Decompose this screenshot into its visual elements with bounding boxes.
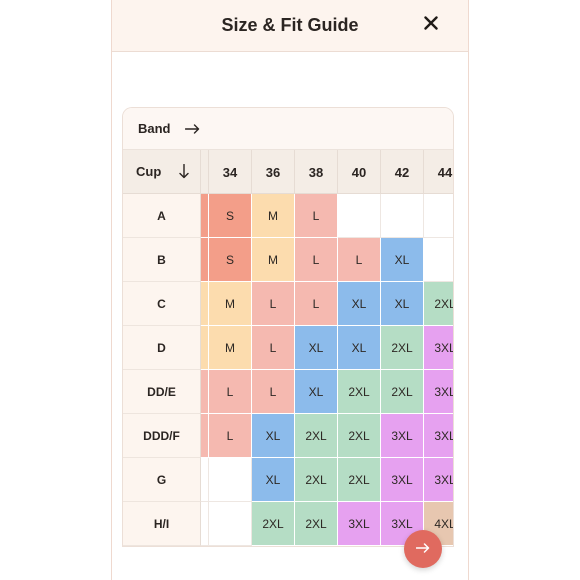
size-cell-stub: [201, 194, 209, 238]
arrow-right-icon: [415, 540, 430, 558]
size-cell-stub: [201, 326, 209, 370]
size-cell-stub: [201, 370, 209, 414]
size-cell: [209, 502, 252, 546]
cup-size-label: A: [123, 194, 201, 238]
size-cell[interactable]: XL: [295, 326, 338, 370]
size-chart-table: Band Cup 34 36 38 40 42 44 A B C D DD/E DDD/F G H/I …: [122, 107, 454, 547]
band-header-stub: [201, 150, 209, 194]
size-cell[interactable]: 2XL: [338, 370, 381, 414]
cup-size-label: C: [123, 282, 201, 326]
close-icon: [424, 15, 438, 35]
cup-size-column: A B C D DD/E DDD/F G H/I: [123, 194, 201, 546]
size-cell[interactable]: XL: [338, 326, 381, 370]
size-fit-modal: Size & Fit Guide Band Cup 34 36 38 40 42 44 A…: [111, 0, 469, 580]
size-cell[interactable]: 3XL: [338, 502, 381, 546]
size-cell[interactable]: 3XL: [381, 458, 424, 502]
size-cell[interactable]: 3XL: [424, 326, 453, 370]
cup-label: Cup: [136, 164, 162, 179]
size-cell[interactable]: 2XL: [295, 414, 338, 458]
size-cell[interactable]: 2XL: [424, 282, 453, 326]
size-cell[interactable]: 2XL: [295, 458, 338, 502]
size-cell: [424, 194, 453, 238]
size-cell[interactable]: 3XL: [381, 414, 424, 458]
size-cell[interactable]: L: [252, 282, 295, 326]
size-cell[interactable]: L: [252, 326, 295, 370]
arrow-down-icon: [179, 164, 189, 179]
size-cell[interactable]: 3XL: [424, 370, 453, 414]
band-size-36: 36: [252, 150, 295, 194]
size-cell[interactable]: XL: [381, 238, 424, 282]
cup-size-label: B: [123, 238, 201, 282]
cup-size-label: DD/E: [123, 370, 201, 414]
size-cell[interactable]: S: [209, 194, 252, 238]
size-cell[interactable]: XL: [295, 370, 338, 414]
band-size-44: 44: [424, 150, 453, 194]
size-cell[interactable]: L: [295, 282, 338, 326]
size-cell: [338, 194, 381, 238]
size-cell-stub: [201, 282, 209, 326]
cup-header: Cup: [123, 150, 201, 194]
band-label: Band: [138, 121, 171, 136]
size-grid[interactable]: S M L S M L L XL M L L XL XL 2XL M L XL XL 2XL 3XL L L XL 2XL 2X…: [201, 194, 453, 546]
size-cell[interactable]: 2XL: [381, 326, 424, 370]
size-cell-stub: [201, 238, 209, 282]
size-cell[interactable]: 3XL: [381, 502, 424, 546]
size-cell[interactable]: 2XL: [338, 458, 381, 502]
size-cell[interactable]: L: [209, 370, 252, 414]
size-cell[interactable]: M: [209, 282, 252, 326]
size-cell[interactable]: S: [209, 238, 252, 282]
modal-title: Size & Fit Guide: [221, 15, 359, 35]
size-cell[interactable]: M: [252, 238, 295, 282]
band-size-38: 38: [295, 150, 338, 194]
cup-size-label: H/I: [123, 502, 201, 546]
scroll-right-button[interactable]: [404, 530, 442, 568]
size-cell[interactable]: 2XL: [338, 414, 381, 458]
size-cell[interactable]: M: [252, 194, 295, 238]
cup-size-label: D: [123, 326, 201, 370]
size-cell: [381, 194, 424, 238]
size-cell[interactable]: 3XL: [424, 458, 453, 502]
band-size-42: 42: [381, 150, 424, 194]
size-cell[interactable]: XL: [252, 458, 295, 502]
size-cell[interactable]: 2XL: [252, 502, 295, 546]
cup-size-label: G: [123, 458, 201, 502]
size-cell[interactable]: 2XL: [295, 502, 338, 546]
size-cell[interactable]: L: [295, 238, 338, 282]
size-cell-stub: [201, 502, 209, 546]
size-cell: [424, 238, 453, 282]
size-cell[interactable]: 2XL: [381, 370, 424, 414]
size-cell[interactable]: L: [338, 238, 381, 282]
size-cell[interactable]: L: [295, 194, 338, 238]
modal-header: Size & Fit Guide: [112, 0, 468, 52]
size-cell[interactable]: L: [209, 414, 252, 458]
band-header: Band: [123, 108, 453, 150]
size-cell[interactable]: M: [209, 326, 252, 370]
size-cell[interactable]: XL: [338, 282, 381, 326]
size-cell[interactable]: 3XL: [424, 414, 453, 458]
size-cell: [209, 458, 252, 502]
size-cell[interactable]: L: [252, 370, 295, 414]
size-cell[interactable]: XL: [252, 414, 295, 458]
arrow-right-icon: [184, 123, 200, 134]
band-size-34: 34: [209, 150, 252, 194]
size-cell-stub: [201, 414, 209, 458]
band-size-40: 40: [338, 150, 381, 194]
band-size-header-row: 34 36 38 40 42 44: [201, 150, 453, 194]
close-button[interactable]: [416, 10, 446, 40]
cup-size-label: DDD/F: [123, 414, 201, 458]
size-cell[interactable]: XL: [381, 282, 424, 326]
size-cell-stub: [201, 458, 209, 502]
